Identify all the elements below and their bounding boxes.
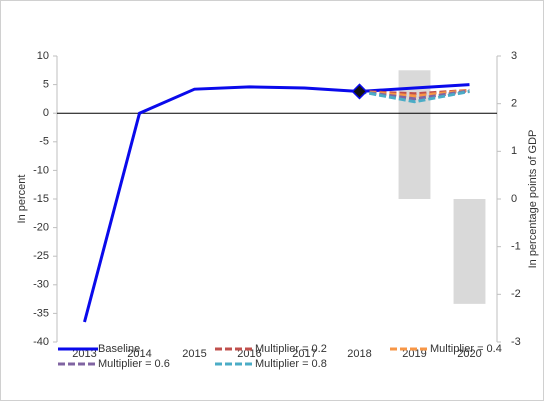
legend-label: Multiplier = 0.2 bbox=[255, 343, 327, 355]
legend-label: Multiplier = 0.4 bbox=[430, 343, 502, 355]
y-tick-label: -20 bbox=[33, 222, 49, 234]
legend-label: Multiplier = 0.8 bbox=[255, 358, 327, 370]
legend-label: Multiplier = 0.6 bbox=[98, 358, 170, 370]
y-tick-label: 10 bbox=[37, 50, 49, 62]
x-tick-label: 2020 bbox=[457, 348, 481, 360]
y2-tick-label: -2 bbox=[511, 288, 521, 300]
y2-tick-label: 1 bbox=[511, 145, 517, 157]
y2-tick-label: -1 bbox=[511, 241, 521, 253]
x-tick-label: 2014 bbox=[127, 348, 151, 360]
y2-axis-label: In percentage points of GDP bbox=[527, 130, 539, 269]
bar bbox=[453, 199, 486, 304]
y2-tick-label: -3 bbox=[511, 336, 521, 348]
y2-tick-label: 0 bbox=[511, 193, 517, 205]
legend-label: Baseline bbox=[98, 343, 140, 355]
x-tick-label: 2016 bbox=[237, 348, 261, 360]
x-tick-label: 2019 bbox=[402, 348, 426, 360]
y-tick-label: -15 bbox=[33, 193, 49, 205]
line-series bbox=[83, 83, 470, 323]
marker bbox=[351, 83, 368, 100]
y-tick-label: 0 bbox=[43, 107, 49, 119]
y2-tick-label: 3 bbox=[511, 50, 517, 62]
x-tick-label: 2018 bbox=[347, 348, 371, 360]
y-tick-label: -5 bbox=[39, 136, 49, 148]
line-series bbox=[359, 89, 470, 104]
x-tick-label: 2013 bbox=[72, 348, 96, 360]
y-tick-label: -30 bbox=[33, 279, 49, 291]
x-tick-label: 2015 bbox=[182, 348, 206, 360]
y-axis-label: In percent bbox=[16, 175, 28, 224]
y2-tick-label: 2 bbox=[511, 98, 517, 110]
y-tick-label: -40 bbox=[33, 336, 49, 348]
x-tick-label: 2017 bbox=[292, 348, 316, 360]
y-tick-label: 5 bbox=[43, 79, 49, 91]
y-tick-label: -10 bbox=[33, 164, 49, 176]
y-tick-label: -35 bbox=[33, 307, 49, 319]
y-tick-label: -25 bbox=[33, 250, 49, 262]
